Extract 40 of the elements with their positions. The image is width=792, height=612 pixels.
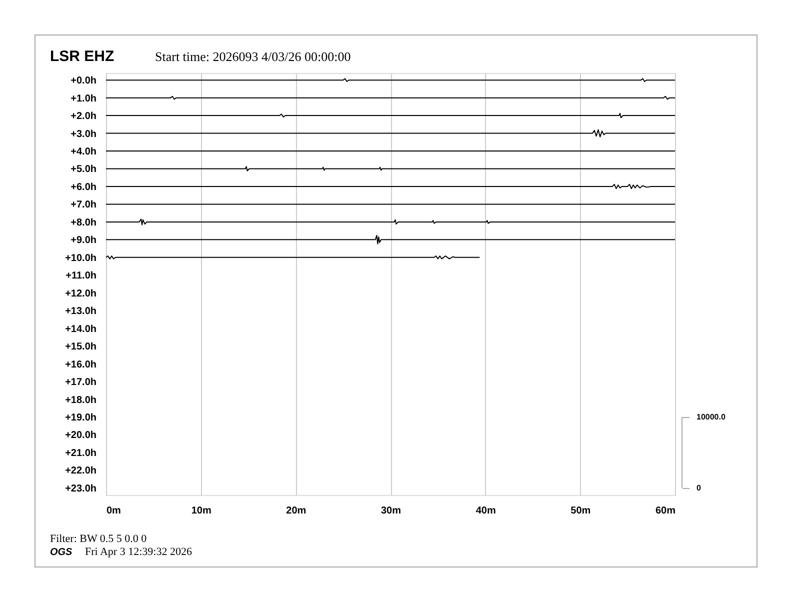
y-tick-label: +7.0h [70,200,96,211]
y-tick-label: +16.0h [65,359,96,370]
y-tick-label: +10.0h [65,252,96,264]
y-tick-label: +3.0h [70,128,96,140]
x-tick-label: 10m [191,506,212,516]
y-tick-label: +9.0h [70,235,96,246]
y-tick-label: +14.0h [65,324,96,335]
x-tick-label: 0m [106,506,122,516]
y2-tick-label: 0 [696,483,702,492]
y-tick-label: +4.0h [70,146,96,158]
y2-tick-label: 10000.0 [696,412,726,422]
x-tick-label: 50m [570,506,591,516]
y-tick-label: +2.0h [70,111,96,122]
text: OGS [50,547,73,558]
y-tick-label: +12.0h [65,288,96,300]
text: Fri Apr 3 12:39:32 2026 [85,546,192,558]
y-tick-label: +1.0h [70,93,96,104]
y-tick-label: +19.0h [65,412,96,424]
y-tick-label: +23.0h [65,483,96,494]
y-tick-label: +21.0h [65,448,96,459]
y-tick-label: +0.0h [70,76,96,87]
text: Filter: BW 0.5 5 0.0 0 [50,533,148,545]
y-tick-label: +20.0h [65,430,96,442]
line-series [106,129,676,138]
y-tick-label: +11.0h [66,270,96,282]
y-tick-label: +15.0h [65,342,96,353]
x-tick-label: 40m [476,506,496,516]
x-tick-label: 20m [286,506,306,516]
y-tick-label: +17.0h [65,377,96,388]
x-tick-label: 60m [655,506,676,516]
chart-subtitle: Start time: 2026093 4/03/26 00:00:00 [155,49,351,64]
chart-title: LSR EHZ [50,48,114,65]
x-tick-label: 30m [380,506,402,516]
y-tick-label: +6.0h [70,182,96,193]
y-tick-label: +22.0h [65,466,96,477]
y-tick-label: +5.0h [70,164,96,176]
y-tick-label: +13.0h [65,306,96,318]
line-series [106,234,676,244]
y-tick-label: +18.0h [65,394,96,406]
y-tick-label: +8.0h [70,217,96,228]
